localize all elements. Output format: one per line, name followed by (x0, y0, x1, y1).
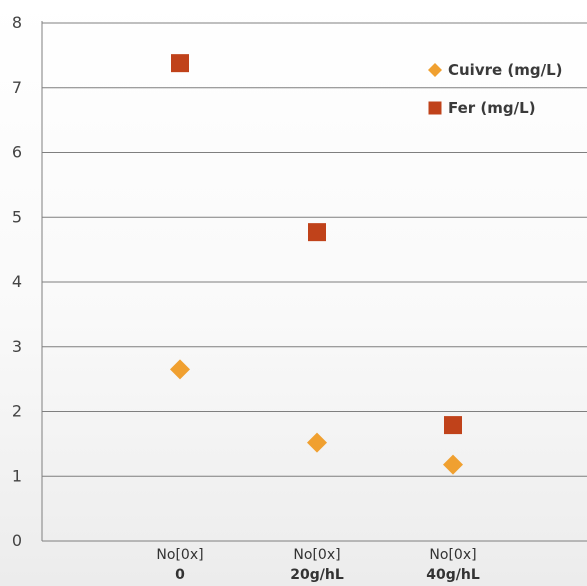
fer-point (444, 416, 462, 435)
x-tick-label: No[0x] (429, 547, 476, 563)
y-tick-label: 5 (12, 207, 22, 226)
cuivre-point (443, 454, 463, 475)
x-tick-label: No[0x] (156, 547, 203, 563)
y-tick-label: 4 (12, 272, 22, 291)
x-tick-label: No[0x] (293, 547, 340, 563)
legend-label: Cuivre (mg/L) (448, 61, 563, 79)
legend-diamond-icon (428, 63, 442, 77)
cuivre-point (170, 359, 190, 380)
x-tick-label: 20g/hL (290, 567, 344, 583)
y-tick-label: 1 (12, 466, 22, 485)
x-tick-label: 40g/hL (426, 567, 480, 583)
legend-label: Fer (mg/L) (448, 99, 536, 117)
y-tick-label: 2 (12, 402, 22, 421)
fer-point (308, 223, 326, 242)
x-tick-label: 0 (175, 567, 185, 583)
y-tick-label: 3 (12, 337, 22, 356)
legend-square-icon (428, 101, 442, 115)
y-tick-label: 8 (12, 13, 22, 32)
y-tick-label: 0 (12, 531, 22, 550)
y-tick-label: 6 (12, 143, 22, 162)
y-tick-label: 7 (12, 78, 22, 97)
fer-point (171, 54, 189, 73)
cuivre-point (307, 432, 327, 453)
